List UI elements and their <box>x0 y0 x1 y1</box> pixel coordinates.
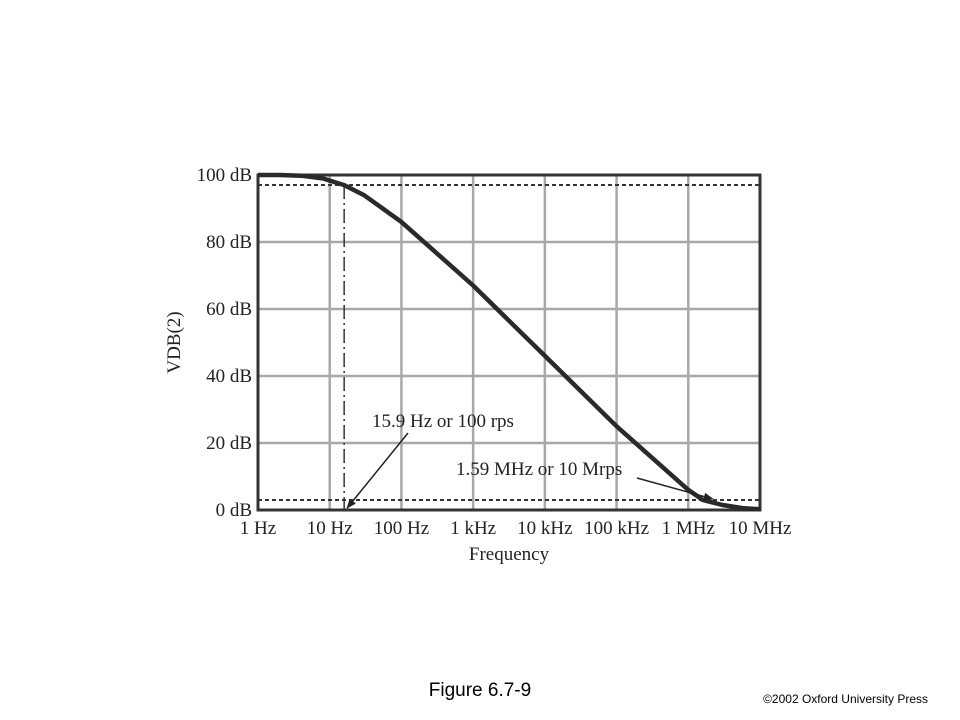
y-tick-label: 0 dB <box>216 500 252 521</box>
y-tick-label: 60 dB <box>206 299 252 320</box>
y-tick-label: 20 dB <box>206 433 252 454</box>
series <box>258 172 761 512</box>
figure-caption: Figure 6.7-9 <box>428 680 532 701</box>
x-tick-label: 10 MHz <box>729 518 792 539</box>
x-tick-label: 100 kHz <box>584 518 649 539</box>
plot-frame <box>256 173 762 512</box>
annotation-cutoff-high: 1.59 MHz or 10 Mrps <box>456 459 622 480</box>
series-line <box>258 172 761 512</box>
reference-lines <box>258 184 760 510</box>
y-tick-label: 80 dB <box>206 232 252 253</box>
annotation-arrow-low <box>346 432 409 509</box>
y-tick-label: 100 dB <box>197 165 252 186</box>
x-tick-label: 1 MHz <box>662 518 715 539</box>
annotation-cutoff-low: 15.9 Hz or 100 rps <box>372 411 514 432</box>
x-tick-label: 10 kHz <box>517 518 572 539</box>
x-tick-label: 1 Hz <box>240 518 276 539</box>
x-tick-label: 10 Hz <box>307 518 353 539</box>
annotations: 15.9 Hz or 100 rps 1.59 MHz or 10 Mrps <box>346 411 714 509</box>
x-tick-label: 100 Hz <box>374 518 429 539</box>
x-axis-label: Frequency <box>469 544 550 565</box>
annotation-arrow-high <box>636 477 714 501</box>
copyright-notice: ©2002 Oxford University Press <box>763 692 928 706</box>
y-tick-label: 40 dB <box>206 366 252 387</box>
y-axis-label: VDB(2) <box>164 311 185 373</box>
x-tick-label: 1 kHz <box>450 518 496 539</box>
tick-labels: 1 Hz 10 Hz 100 Hz 1 kHz 10 kHz 100 kHz 1 MHz 10… <box>197 165 792 539</box>
